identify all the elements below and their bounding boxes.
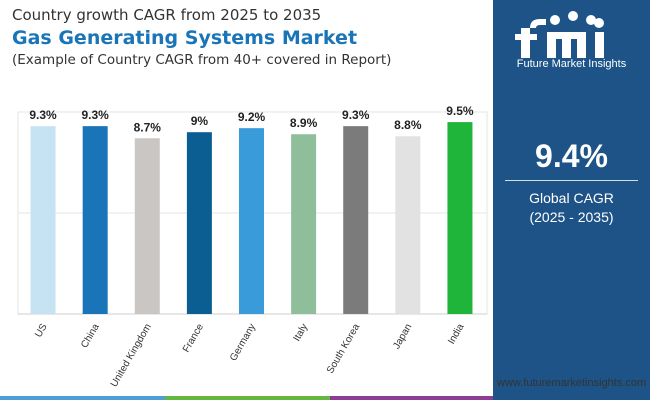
x-tick-label: South Korea	[325, 322, 363, 376]
data-label: 9.5%	[446, 104, 474, 118]
x-tick-label: India	[446, 322, 467, 347]
x-tick-label: China	[79, 322, 102, 351]
x-tick-label: Japan	[391, 322, 414, 351]
data-label: 8.9%	[290, 116, 318, 130]
strip-segment-blue	[0, 396, 165, 400]
bar-us	[31, 126, 56, 314]
data-label: 9.3%	[29, 108, 57, 122]
x-tick-label: United Kingdom	[109, 322, 154, 389]
bar-united-kingdom	[135, 138, 160, 314]
website-link[interactable]: www.futuremarketinsights.com	[497, 377, 646, 389]
bar-chart: 9.3% US 9.3% China 8.7% United Kingdom 9% Franc…	[0, 0, 493, 400]
summary-panel: Future Market Insights 9.4% Global CAGR …	[493, 0, 650, 400]
x-tick-label: Germany	[228, 322, 258, 363]
strip-segment-green	[165, 396, 330, 400]
bar-south-korea	[343, 126, 368, 314]
data-label: 8.7%	[134, 120, 162, 134]
global-cagr-value: 9.4%	[493, 138, 650, 175]
data-label: 9.3%	[81, 108, 109, 122]
data-label: 9%	[191, 114, 209, 128]
data-label: 8.8%	[394, 118, 422, 132]
bar-india	[447, 122, 472, 314]
bar-germany	[239, 128, 264, 314]
bar-japan	[395, 136, 420, 314]
bar-china	[83, 126, 108, 314]
data-label: 9.3%	[342, 108, 370, 122]
global-cagr-label: Global CAGR	[493, 188, 650, 208]
strip-segment-purple	[330, 396, 493, 400]
x-tick-label: France	[181, 322, 206, 355]
x-tick-label: Italy	[292, 322, 311, 343]
logo-caption: Future Market Insights	[493, 58, 650, 70]
panel-divider	[505, 180, 638, 181]
bar-italy	[291, 134, 316, 314]
bottom-color-strip	[0, 396, 493, 400]
bar-france	[187, 132, 212, 314]
data-label: 9.2%	[238, 110, 266, 124]
global-cagr-range: (2025 - 2035)	[493, 207, 650, 227]
x-tick-label: US	[33, 322, 50, 340]
